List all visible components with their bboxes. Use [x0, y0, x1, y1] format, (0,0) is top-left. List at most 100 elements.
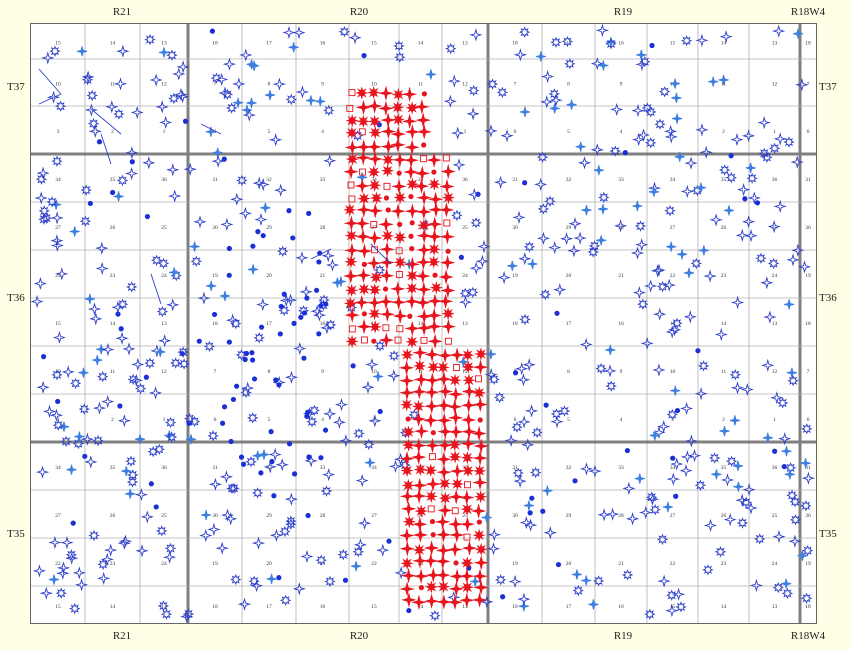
red-well-symbol-4point	[436, 371, 452, 387]
well-symbol-sparkle	[649, 430, 660, 441]
well-symbol-sparkle	[783, 299, 795, 310]
well-symbol-4point	[97, 571, 111, 585]
section-number: 18	[512, 41, 518, 47]
well-symbol-8point	[126, 476, 139, 488]
well-symbol-4point	[484, 124, 498, 138]
well-dot-symbol	[110, 189, 116, 196]
red-well-symbol-4point	[437, 423, 453, 440]
well-symbol-4point	[664, 130, 678, 144]
well-symbol-8point	[675, 601, 687, 613]
red-well-symbol-8point	[412, 543, 426, 557]
red-well-symbol-4point	[440, 163, 456, 180]
section-number: 12	[772, 369, 778, 375]
red-well-symbol-4point	[424, 372, 440, 389]
well-dot-symbol	[453, 560, 459, 566]
section-number: 17	[266, 604, 272, 610]
red-well-symbol-4point	[366, 139, 382, 155]
well-symbol-4point	[757, 115, 771, 130]
red-well-symbol-4point	[380, 123, 397, 140]
well-symbol-sparkle	[662, 501, 674, 513]
well-symbol-8point	[605, 380, 617, 392]
well-symbol-8point	[768, 142, 781, 155]
section-number: 18	[805, 604, 811, 610]
well-symbol-4point	[550, 415, 564, 429]
well-symbol-sparkle	[605, 344, 616, 356]
section-number: 4	[620, 129, 623, 135]
well-symbol-8point	[221, 88, 234, 101]
red-well-symbol-8point	[401, 438, 416, 452]
well-dot-symbol	[211, 311, 218, 318]
well-symbol-4point	[31, 294, 44, 309]
well-symbol-sparkle	[581, 575, 592, 586]
well-symbol-8point	[725, 455, 738, 467]
well-dot-symbol	[148, 481, 154, 487]
well-symbol-4point	[720, 473, 735, 487]
section-number: 12	[772, 82, 778, 88]
well-symbol-sparkle	[519, 106, 531, 118]
well-symbol-4point	[680, 184, 694, 199]
section-number: 8	[268, 369, 271, 375]
well-symbol-8point	[645, 106, 657, 118]
red-well-symbol-4point	[366, 98, 383, 114]
well-symbol-sparkle	[542, 485, 553, 496]
well-symbol-4point	[742, 483, 756, 497]
well-symbol-4point	[101, 343, 115, 357]
well-dot-symbol	[291, 320, 297, 326]
section-number: 23	[110, 561, 116, 567]
red-well-symbol-4point	[448, 489, 464, 505]
well-symbol-sparkle	[581, 204, 592, 216]
well-symbol-8point	[708, 452, 721, 464]
red-well-symbol-4point	[470, 503, 487, 519]
well-symbol-4point	[597, 508, 611, 522]
red-well-symbol-4point	[424, 398, 440, 414]
well-dot-symbol	[281, 291, 287, 297]
red-well-symbol-4point	[436, 464, 452, 480]
well-symbol-4point	[220, 508, 235, 522]
well-symbol-8point	[54, 100, 67, 112]
well-symbol-4point	[368, 414, 382, 428]
well-symbol-8point	[306, 415, 318, 428]
well-symbol-4point	[795, 78, 809, 92]
red-well-symbol-4point	[473, 579, 489, 596]
well-symbol-4point	[497, 270, 511, 285]
red-well-symbol-4point	[412, 527, 429, 543]
well-symbol-4point	[486, 542, 501, 556]
well-dot-symbol	[278, 303, 284, 310]
well-symbol-4point	[35, 465, 50, 479]
well-symbol-sparkle	[335, 276, 347, 287]
well-symbol-sparkle	[315, 96, 326, 107]
section-number: 10	[371, 369, 377, 375]
red-well-symbol-4point	[448, 424, 464, 440]
well-symbol-4point	[332, 415, 346, 429]
well-symbol-sparkle	[571, 569, 583, 580]
red-well-symbol-4point	[426, 228, 443, 245]
well-symbol-4point	[653, 307, 667, 321]
well-dot-symbol	[255, 229, 261, 235]
well-symbol-sparkle	[113, 191, 124, 202]
well-symbol-8point	[451, 209, 463, 222]
well-symbol-4point	[129, 373, 143, 387]
well-symbol-8point	[637, 298, 649, 310]
well-symbol-4point	[149, 73, 163, 87]
section-number: 24	[772, 273, 778, 279]
section-number: 34	[371, 177, 377, 183]
well-symbol-4point	[125, 146, 139, 160]
well-dot-symbol	[572, 478, 578, 484]
well-symbol-8point	[776, 397, 789, 409]
section-number: 12	[462, 82, 468, 88]
well-dot-symbol	[258, 324, 265, 330]
red-well-symbol-8point	[427, 255, 441, 269]
red-well-symbol-4point	[414, 99, 430, 115]
red-well-symbol-8point	[345, 334, 359, 349]
well-symbol-4point	[92, 401, 107, 415]
red-well-symbol-4point	[460, 412, 477, 428]
red-well-symbol-4point	[473, 438, 489, 454]
well-symbol-8point	[800, 592, 813, 605]
well-dot-symbol	[382, 286, 389, 292]
well-symbol-4point	[543, 526, 557, 540]
well-symbol-sparkle	[597, 203, 609, 215]
red-well-symbol-4point	[425, 476, 441, 492]
well-symbol-4point	[487, 528, 501, 542]
well-symbol-8point	[134, 382, 147, 395]
